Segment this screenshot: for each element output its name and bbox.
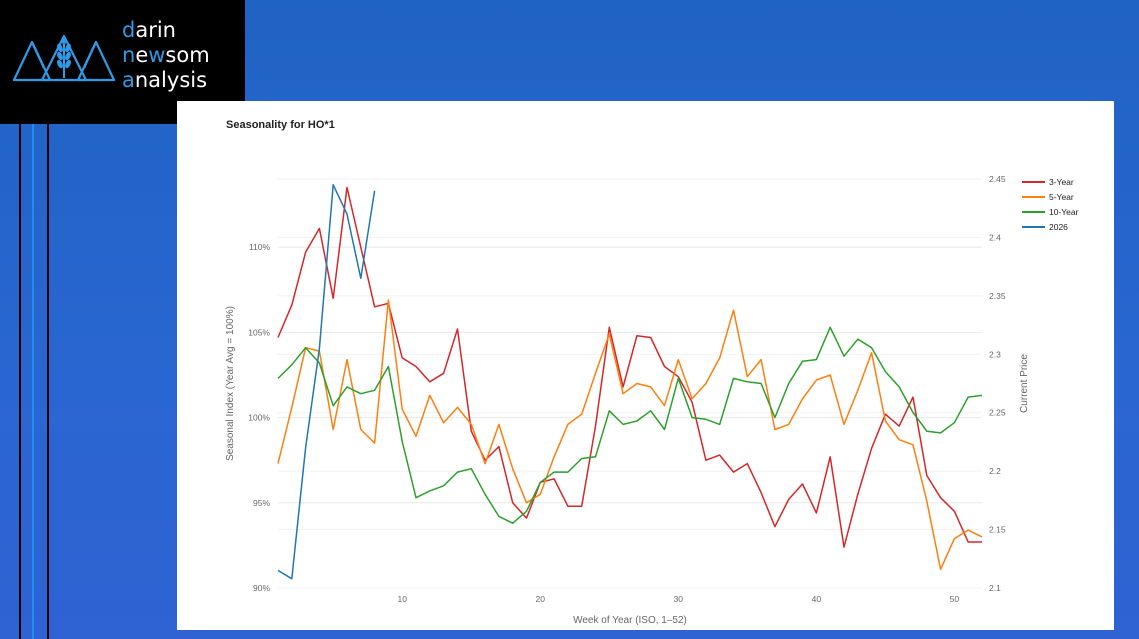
y2-tick-label: 2.45 (989, 174, 1006, 184)
y2-tick-label: 2.2 (989, 466, 1001, 476)
decorative-rule (47, 124, 49, 639)
chart-title: Seasonality for HO*1 (226, 119, 335, 131)
brand-line-3: analysis (122, 68, 208, 92)
x-tick-label: 30 (674, 594, 684, 604)
x-tick-label: 50 (950, 594, 960, 604)
legend-entry: 2026 (1049, 222, 1068, 232)
y-tick-label: 105% (248, 327, 270, 337)
series-line-5-year (277, 299, 983, 571)
y-axis-label: Seasonal Index (Year Avg = 100%) (225, 306, 236, 461)
legend-entry: 10-Year (1049, 207, 1079, 217)
y2-tick-label: 2.35 (989, 291, 1006, 301)
y2-tick-label: 2.1 (989, 583, 1001, 593)
decorative-rule (19, 124, 21, 639)
y-tick-label: 95% (253, 498, 270, 508)
y-tick-label: 110% (249, 242, 271, 252)
y-tick-label: 90% (253, 583, 270, 593)
legend-entry: 3-Year (1049, 177, 1074, 187)
wheat-triangles-logo-icon (12, 34, 116, 82)
y2-tick-label: 2.25 (989, 408, 1006, 418)
x-axis-label: Week of Year (ISO, 1–52) (573, 615, 687, 626)
y-tick-label: 100% (248, 413, 270, 423)
brand-line-2: newsom (122, 43, 210, 67)
legend-entry: 5-Year (1049, 192, 1074, 202)
x-tick-label: 10 (398, 594, 408, 604)
series-line-10-year (277, 326, 983, 524)
decorative-rule (32, 124, 34, 639)
brand-name: darin newsom analysis (122, 18, 210, 93)
y2-tick-label: 2.3 (989, 349, 1001, 359)
y2-tick-label: 2.4 (989, 232, 1001, 242)
series-line-2026 (277, 184, 376, 580)
y2-tick-label: 2.15 (989, 525, 1006, 535)
x-tick-label: 40 (812, 594, 822, 604)
seasonality-chart: 90% 95% 100% 105% 110% 2.1 2.15 2.2 2.25 2.3 2.35 2… (225, 174, 1079, 626)
brand-line-1: darin (122, 18, 176, 42)
brand-logo: darin newsom analysis (0, 0, 245, 124)
y2-axis-label: Current Price (1019, 354, 1030, 413)
x-tick-label: 20 (536, 594, 546, 604)
series-line-3-year (277, 186, 982, 548)
